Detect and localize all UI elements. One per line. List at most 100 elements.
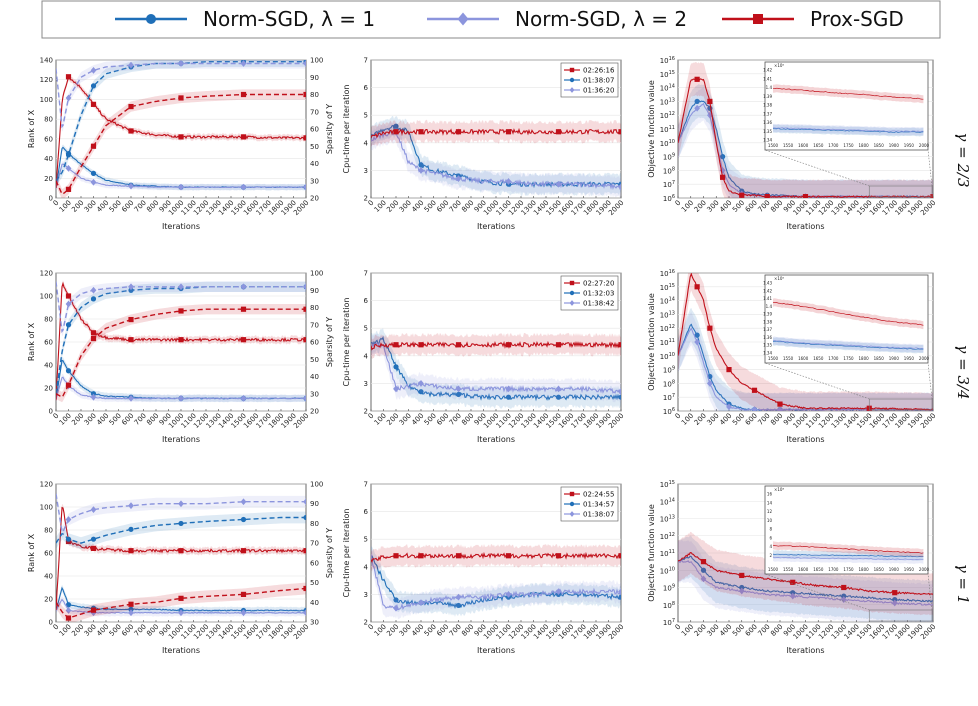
data-point [707, 98, 713, 104]
x-tick-label: 800 [769, 623, 784, 638]
data-point [618, 183, 621, 191]
y-axis-label: Cpu-time per iteration [342, 509, 351, 598]
plot-area [55, 59, 307, 199]
x-tick-label: 300 [83, 623, 98, 638]
x-tick-label: 300 [398, 412, 413, 427]
data-point [707, 380, 713, 387]
inset-x-tick-label: 1950 [904, 143, 915, 148]
data-point [240, 394, 247, 402]
y-tick-label: 5 [364, 325, 368, 333]
inset-x-tick-label: 1850 [874, 143, 885, 148]
data-point [303, 60, 306, 67]
y-tick-label: 5 [364, 112, 368, 120]
x-tick-label: 0 [674, 623, 683, 632]
inset-y-tick-label: 1.37 [763, 111, 772, 116]
data-point [455, 391, 462, 398]
x-axis-label: Iterations [786, 222, 824, 231]
y-tick-label: 40 [44, 362, 53, 370]
data-point [240, 283, 247, 291]
y-tick-label: 1011 [660, 549, 675, 558]
y-right-tick-label: 50 [310, 143, 319, 151]
y-tick-label: 80 [44, 527, 53, 535]
panel-row2-rank-sparsity: 0 20 40 60 80 100 120 20 30 40 50 60 70 80 90 100 Sparsi… [27, 270, 334, 445]
y-tick-label: 1015 [660, 70, 675, 79]
data-point [777, 401, 783, 407]
data-point [90, 330, 97, 336]
time-legend-label: 02:24:55 [583, 491, 614, 499]
x-tick-label: 0 [367, 623, 376, 632]
data-point [128, 316, 134, 323]
data-point [303, 498, 306, 506]
x-tick-label: 2000 [919, 412, 937, 430]
data-point [393, 342, 399, 348]
panel-row2-objective: 106 107 108 109 1010 1011 1012 1013 1014 1015 1016… [647, 269, 937, 444]
y-tick-label: 1010 [660, 352, 675, 361]
x-tick-label: 100 [58, 623, 73, 638]
data-point [303, 306, 306, 312]
x-tick-label: 800 [460, 623, 475, 638]
inset-x-tick-label: 2000 [919, 143, 930, 148]
data-point [65, 602, 72, 608]
x-tick-label: 700 [133, 412, 148, 427]
data-point [65, 607, 72, 614]
series-band [678, 62, 933, 198]
x-tick-label: 600 [435, 199, 450, 214]
inset-line [772, 553, 924, 558]
data-point [178, 337, 184, 343]
data-point [128, 526, 134, 532]
series-group [56, 276, 306, 404]
data-point [65, 382, 72, 388]
inset-line [772, 556, 924, 561]
inset-x-tick-label: 2000 [919, 567, 930, 572]
data-point [303, 283, 306, 291]
time-legend-marker [569, 491, 575, 497]
data-point [303, 337, 306, 343]
inset-x-tick-label: 1700 [828, 143, 839, 148]
series-band [371, 115, 621, 197]
time-legend-label: 02:26:16 [583, 67, 615, 75]
data-point [303, 609, 306, 617]
x-tick-label: 300 [706, 623, 721, 638]
y-tick-label: 0 [49, 619, 53, 627]
y-right-tick-label: 90 [310, 287, 319, 295]
y-tick-label: 1012 [660, 324, 675, 333]
data-point [700, 559, 707, 565]
y-tick-label: 1013 [660, 310, 675, 319]
y-tick-label: 20 [44, 596, 53, 604]
x-tick-label: 500 [108, 623, 123, 638]
legend: Norm-SGD, λ = 1 Norm-SGD, λ = 2 Prox-SGD [41, 0, 941, 39]
x-tick-label: 500 [108, 412, 123, 427]
x-axis-label: Iterations [786, 435, 824, 444]
y-axis-label: Rank of X [27, 109, 36, 148]
y-tick-label: 108 [663, 601, 675, 610]
inset-y-tick-label: 1.42 [763, 68, 772, 73]
data-point [90, 506, 97, 514]
y-tick-label: 3 [364, 380, 368, 388]
data-point [393, 364, 399, 370]
row-label: γ = 3/4 [954, 344, 972, 399]
y-right-axis-label: Sparsity of Y [325, 317, 334, 367]
zoom-connector [927, 573, 933, 611]
data-point [65, 186, 72, 192]
data-point [739, 192, 745, 198]
data-point [178, 595, 184, 601]
data-point [751, 406, 758, 411]
series-line [678, 327, 933, 411]
y-right-tick-label: 20 [310, 408, 319, 416]
series-group [371, 327, 621, 410]
data-point [240, 548, 247, 554]
time-legend-label: 01:38:07 [583, 511, 614, 519]
data-point [694, 104, 700, 112]
x-axis-label: Iterations [162, 435, 200, 444]
x-tick-label: 500 [108, 199, 123, 214]
inset-x-tick-label: 2000 [919, 356, 930, 361]
data-point [694, 284, 700, 290]
data-point [739, 572, 745, 579]
y-right-tick-label: 20 [310, 195, 319, 203]
inset-x-tick-label: 1800 [859, 567, 870, 572]
y-tick-label: 1010 [660, 566, 675, 575]
x-tick-label: 500 [731, 199, 746, 214]
inset-y-tick-label: 16 [767, 492, 773, 497]
x-tick-label: 500 [423, 623, 438, 638]
